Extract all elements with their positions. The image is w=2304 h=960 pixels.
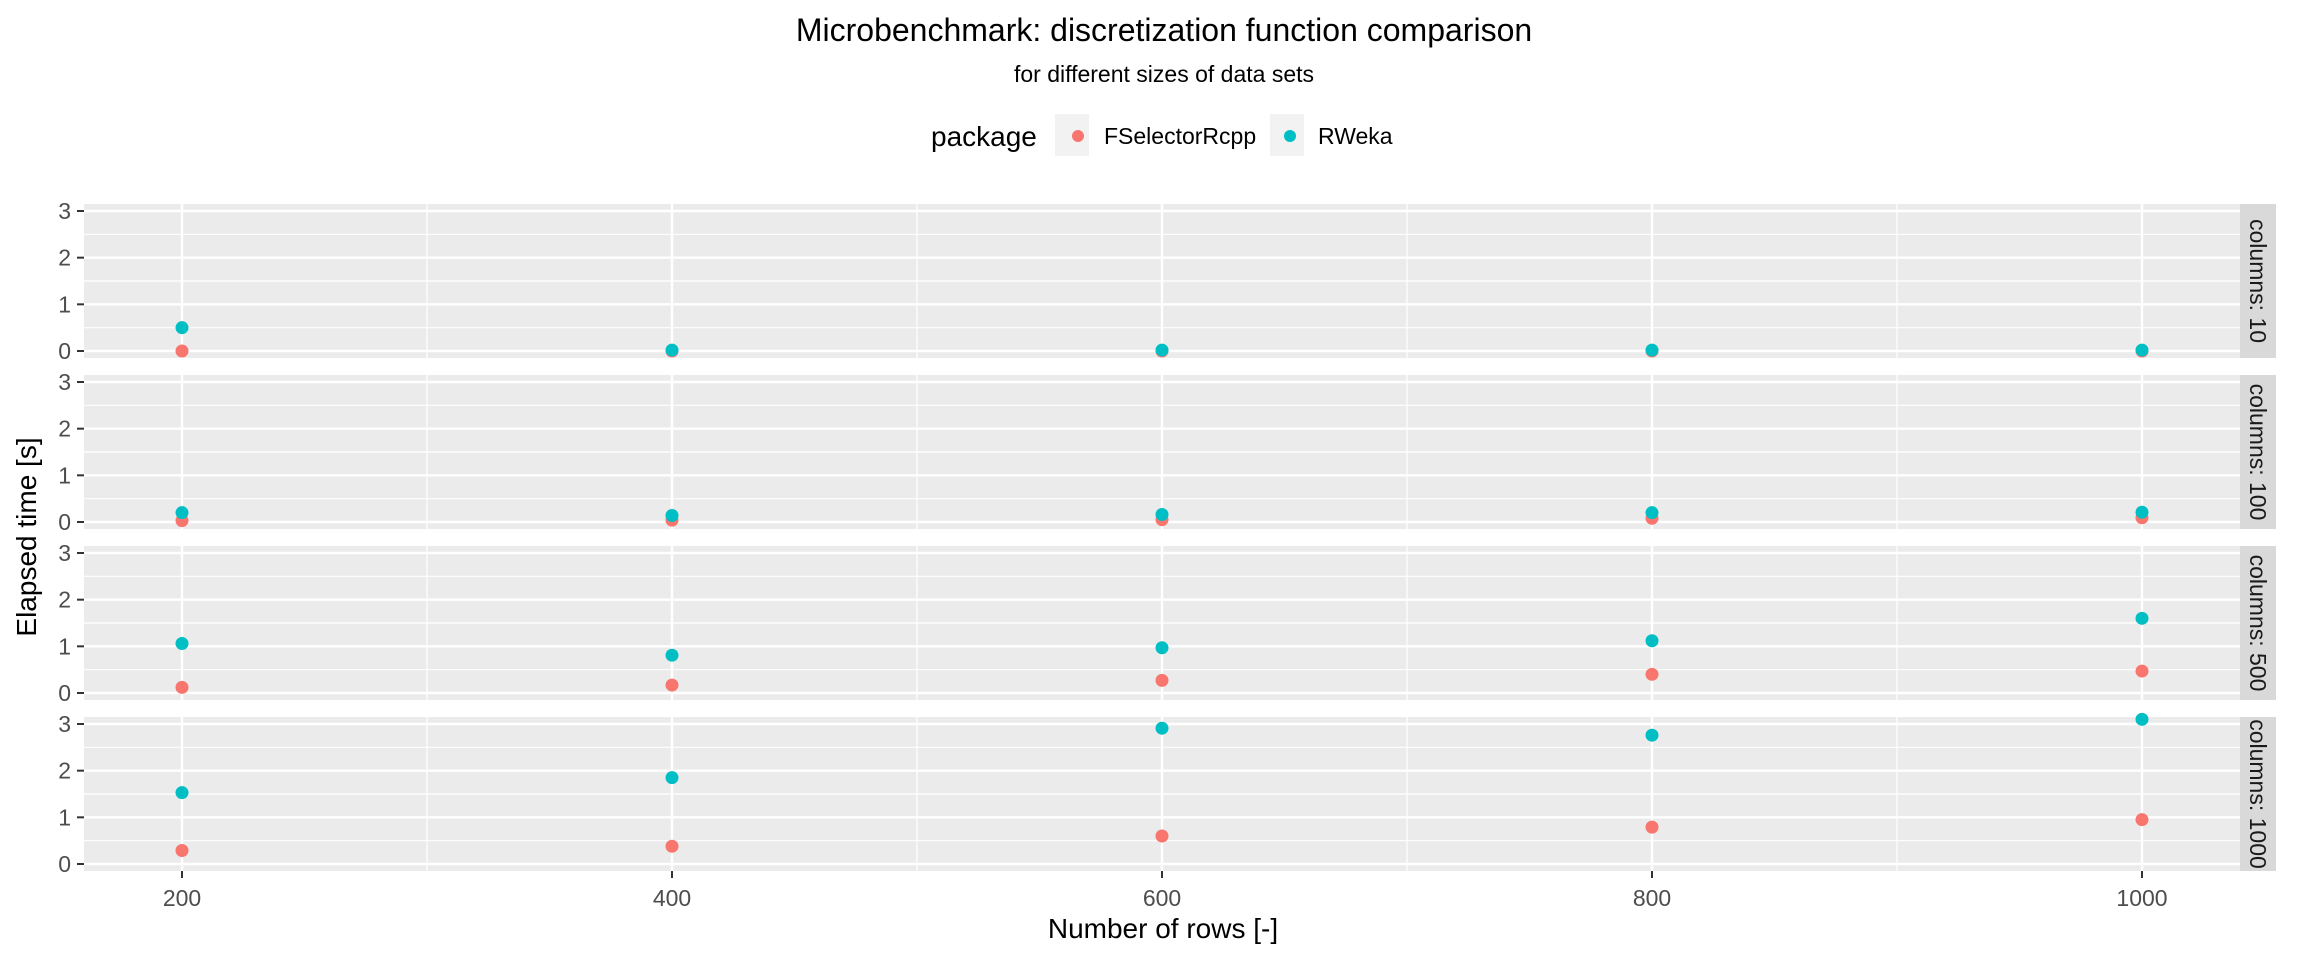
legend-label-fselectorrcpp: FSelectorRcpp: [1104, 123, 1256, 149]
data-point-rweka: [2135, 343, 2149, 357]
facet-strip-label: columns: 100: [2245, 384, 2271, 521]
data-point-rweka: [665, 343, 679, 357]
data-point-fselectorrcpp: [1645, 667, 1659, 681]
y-tick-label: 1: [58, 291, 71, 317]
legend-label-rweka: RWeka: [1318, 123, 1393, 149]
data-point-rweka: [1645, 728, 1659, 742]
data-point-fselectorrcpp: [665, 839, 679, 853]
facet-strip-label: columns: 10: [2245, 219, 2271, 343]
x-tick-label: 800: [1633, 885, 1671, 911]
chart-title: Microbenchmark: discretization function …: [796, 12, 1532, 48]
x-tick-label: 400: [653, 885, 691, 911]
data-point-fselectorrcpp: [1155, 829, 1169, 843]
facet-strip-label: columns: 1000: [2245, 719, 2271, 869]
y-tick-label: 1: [58, 462, 71, 488]
data-point-fselectorrcpp: [1155, 673, 1169, 687]
y-tick-label: 3: [58, 198, 71, 224]
y-tick-label: 1: [58, 633, 71, 659]
x-tick-label: 1000: [2116, 885, 2167, 911]
facet-strip: [2240, 717, 2276, 871]
y-tick-label: 0: [58, 338, 71, 364]
data-point-fselectorrcpp: [665, 678, 679, 692]
y-axis-title: Elapsed time [s]: [11, 437, 42, 636]
data-point-fselectorrcpp: [175, 843, 189, 857]
y-tick-label: 0: [58, 851, 71, 877]
y-tick-label: 3: [58, 711, 71, 737]
data-point-rweka: [2135, 712, 2149, 726]
y-tick-label: 0: [58, 509, 71, 535]
data-point-fselectorrcpp: [175, 344, 189, 358]
data-point-rweka: [1155, 343, 1169, 357]
y-tick-label: 2: [58, 758, 71, 784]
data-point-rweka: [175, 637, 189, 651]
legend-title: package: [931, 121, 1037, 152]
data-point-rweka: [2135, 505, 2149, 519]
data-point-rweka: [175, 786, 189, 800]
data-point-rweka: [665, 508, 679, 522]
legend: package FSelectorRcpp RWeka: [931, 114, 1393, 156]
data-point-fselectorrcpp: [1645, 820, 1659, 834]
y-tick-label: 2: [58, 416, 71, 442]
y-tick-label: 3: [58, 369, 71, 395]
data-point-rweka: [1155, 641, 1169, 655]
data-point-rweka: [1645, 343, 1659, 357]
legend-swatch-rweka: [1284, 130, 1296, 142]
x-tick-label: 600: [1143, 885, 1181, 911]
data-point-rweka: [175, 506, 189, 520]
data-point-rweka: [1645, 634, 1659, 648]
data-point-rweka: [175, 321, 189, 335]
data-point-rweka: [2135, 611, 2149, 625]
x-tick-label: 200: [163, 885, 201, 911]
data-point-rweka: [1645, 506, 1659, 520]
facet-strip-label: columns: 500: [2245, 555, 2271, 692]
y-tick-label: 0: [58, 680, 71, 706]
data-point-fselectorrcpp: [175, 680, 189, 694]
data-point-rweka: [1155, 508, 1169, 522]
data-point-rweka: [1155, 721, 1169, 735]
data-point-rweka: [665, 648, 679, 662]
x-axis-title: Number of rows [-]: [1048, 913, 1278, 944]
y-tick-label: 1: [58, 804, 71, 830]
y-tick-label: 2: [58, 245, 71, 271]
data-point-rweka: [665, 771, 679, 785]
y-tick-label: 3: [58, 540, 71, 566]
facet-strip: [2240, 204, 2276, 358]
legend-swatch-fselectorrcpp: [1072, 130, 1084, 142]
chart-subtitle: for different sizes of data sets: [1014, 61, 1314, 87]
facet-strip: [2240, 375, 2276, 529]
data-point-fselectorrcpp: [2135, 664, 2149, 678]
facet-strip: [2240, 546, 2276, 700]
y-tick-label: 2: [58, 587, 71, 613]
data-point-fselectorrcpp: [2135, 813, 2149, 827]
